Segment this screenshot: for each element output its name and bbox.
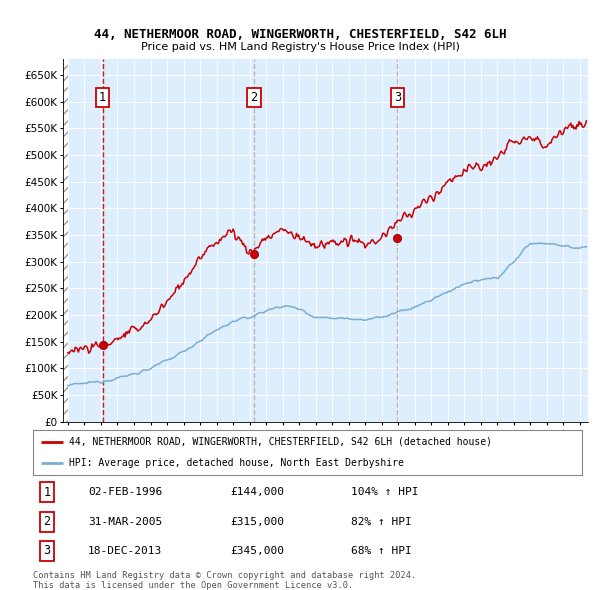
Text: 68% ↑ HPI: 68% ↑ HPI [352, 546, 412, 556]
Text: 82% ↑ HPI: 82% ↑ HPI [352, 517, 412, 526]
Text: 104% ↑ HPI: 104% ↑ HPI [352, 487, 419, 497]
Text: 44, NETHERMOOR ROAD, WINGERWORTH, CHESTERFIELD, S42 6LH: 44, NETHERMOOR ROAD, WINGERWORTH, CHESTE… [94, 28, 506, 41]
Text: Contains HM Land Registry data © Crown copyright and database right 2024.: Contains HM Land Registry data © Crown c… [33, 571, 416, 579]
Text: 3: 3 [394, 91, 401, 104]
Text: 18-DEC-2013: 18-DEC-2013 [88, 546, 162, 556]
Text: Price paid vs. HM Land Registry's House Price Index (HPI): Price paid vs. HM Land Registry's House … [140, 42, 460, 53]
Text: 1: 1 [99, 91, 106, 104]
Text: £345,000: £345,000 [230, 546, 284, 556]
Text: £144,000: £144,000 [230, 487, 284, 497]
Text: 2: 2 [250, 91, 257, 104]
Text: 3: 3 [43, 544, 50, 557]
Text: 44, NETHERMOOR ROAD, WINGERWORTH, CHESTERFIELD, S42 6LH (detached house): 44, NETHERMOOR ROAD, WINGERWORTH, CHESTE… [68, 437, 491, 447]
Text: This data is licensed under the Open Government Licence v3.0.: This data is licensed under the Open Gov… [33, 581, 353, 589]
Text: 1: 1 [43, 486, 50, 499]
Text: 2: 2 [43, 515, 50, 528]
Text: 02-FEB-1996: 02-FEB-1996 [88, 487, 162, 497]
Bar [63, 59, 68, 422]
Text: £315,000: £315,000 [230, 517, 284, 526]
Text: 31-MAR-2005: 31-MAR-2005 [88, 517, 162, 526]
Text: HPI: Average price, detached house, North East Derbyshire: HPI: Average price, detached house, Nort… [68, 458, 404, 468]
